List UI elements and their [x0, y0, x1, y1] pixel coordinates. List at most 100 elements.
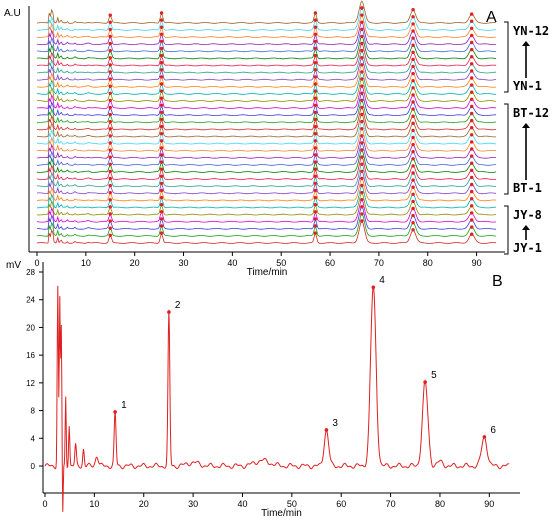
panel-a-group-bracket — [504, 103, 509, 195]
panel-a-peak-marker — [360, 34, 364, 39]
panel-a-trace — [37, 120, 497, 145]
panel-a-peak-marker — [313, 32, 318, 36]
panel-a-peak-marker — [108, 98, 112, 103]
panel-a-peak-marker — [108, 127, 112, 131]
panel-a-trace — [36, 50, 497, 74]
panel-a-trace — [36, 92, 497, 117]
panel-a-trace — [36, 21, 497, 46]
panel-a-peak-marker — [360, 41, 364, 46]
panel-a-peak-marker — [159, 139, 164, 143]
panel-a-peak-marker — [411, 221, 415, 225]
panel-a-peak-marker — [313, 160, 318, 164]
panel-a-peak-marker — [469, 126, 474, 130]
panel-a-peak-marker — [159, 61, 164, 65]
panel-a-peak-marker — [469, 189, 474, 194]
panel-b-peak-marker — [113, 410, 117, 414]
panel-a-peak-marker — [360, 119, 364, 124]
panel-a-peak-marker — [108, 41, 112, 46]
panel-b-y-tick-label: 0 — [31, 462, 36, 471]
panel-a-group-arrowhead — [522, 225, 530, 230]
panel-a-x-tick-label: 20 — [130, 258, 140, 268]
panel-a-peak-marker — [360, 169, 364, 173]
panel-a-peak-marker — [469, 232, 474, 236]
panel-b-y-tick-label: 8 — [31, 407, 36, 416]
panel-a-peak-marker — [313, 224, 318, 228]
panel-a-peak-marker — [360, 205, 364, 209]
panel-a-peak-marker — [411, 86, 415, 90]
panel-a-peak-marker — [411, 8, 415, 12]
panel-a-peak-marker — [159, 32, 164, 36]
panel-a-peak-marker — [159, 46, 164, 51]
panel-a-peak-marker — [159, 210, 164, 214]
panel-a-peak-marker — [411, 199, 415, 204]
panel-a-peak-marker — [469, 182, 474, 187]
panel-a-peak-marker — [159, 18, 164, 22]
panel-a-peak-marker — [108, 233, 112, 237]
panel-b-peak-label: 6 — [490, 425, 496, 436]
panel-a-peak-marker — [313, 110, 318, 115]
panel-a-peak-marker — [469, 168, 474, 172]
panel-a-trace — [36, 85, 497, 109]
panel-a-peak-marker — [469, 161, 474, 165]
panel-a-group-bracket — [504, 205, 509, 255]
panel-a-peak-marker — [411, 71, 415, 76]
panel-a-peak-marker — [469, 104, 474, 109]
panel-a-trace — [36, 70, 497, 95]
panel-a-peak-marker — [108, 155, 112, 159]
panel-a-group-bracket — [504, 21, 509, 93]
panel-b-x-tick-label: 70 — [386, 499, 396, 509]
panel-a-trace — [37, 142, 497, 166]
panel-a-peak-marker — [313, 39, 318, 44]
panel-a-peak-marker — [313, 203, 318, 207]
panel-a-peak-marker — [469, 111, 474, 116]
panel-a-peak-marker — [159, 160, 164, 164]
panel-a-peak-marker — [411, 178, 415, 182]
panel-a-peak-marker — [411, 107, 415, 111]
panel-a-group-top-label: YN-12 — [513, 24, 549, 38]
panel-a-peak-marker — [469, 76, 474, 80]
panel-a-peak-marker — [469, 204, 474, 208]
panel-a-trace — [36, 177, 497, 202]
panel-a-peak-marker — [411, 157, 415, 161]
panel-b-x-label: Time/min — [261, 508, 302, 519]
panel-a-peak-marker — [360, 91, 364, 95]
panel-b-peak-label: 1 — [121, 400, 127, 411]
panel-a-trace — [36, 57, 497, 81]
panel-a-group-bottom-label: YN-1 — [513, 79, 542, 93]
panel-a-peak-marker — [159, 75, 164, 79]
panel-a-peak-marker — [159, 82, 164, 86]
panel-a-trace — [36, 170, 497, 195]
panel-a-peak-marker — [159, 132, 164, 136]
panel-a-letter: A — [486, 9, 497, 26]
panel-a-peak-marker — [159, 174, 164, 178]
panel-a-peak-marker — [313, 139, 318, 143]
panel-a-peak-marker — [313, 82, 318, 86]
panel-a-trace — [36, 113, 497, 138]
panel-a-peak-marker — [360, 155, 364, 159]
panel-a-peak-marker — [469, 33, 474, 38]
panel-a-peak-marker — [411, 114, 415, 118]
panel-b-x-tick-label: 80 — [435, 499, 445, 509]
panel-b-peak-marker — [482, 435, 487, 439]
panel-a-peak-marker — [313, 195, 318, 200]
panel-a-peak-marker — [411, 192, 415, 196]
panel-a-peak-marker — [360, 148, 364, 152]
panel-a-trace — [37, 99, 497, 124]
panel-a-peak-marker — [108, 148, 112, 152]
panel-a-trace — [36, 63, 497, 88]
panel-b-peak-marker — [423, 380, 427, 384]
panel-a-trace — [36, 162, 497, 188]
panel-b-x-tick-label: 50 — [287, 499, 297, 509]
panel-a-peak-marker — [469, 40, 474, 45]
panel-a-x-label: Time/min — [247, 267, 288, 278]
panel-a-peak-marker — [360, 212, 364, 216]
panel-a-peak-marker — [159, 146, 164, 150]
panel-a-peak-marker — [313, 61, 318, 65]
panel-a-peak-marker — [313, 18, 318, 22]
panel-a-peak-marker — [313, 231, 318, 235]
panel-a-trace — [36, 106, 497, 131]
panel-a-peak-marker — [108, 205, 112, 209]
panel-b-x-tick-label: 90 — [484, 499, 494, 509]
